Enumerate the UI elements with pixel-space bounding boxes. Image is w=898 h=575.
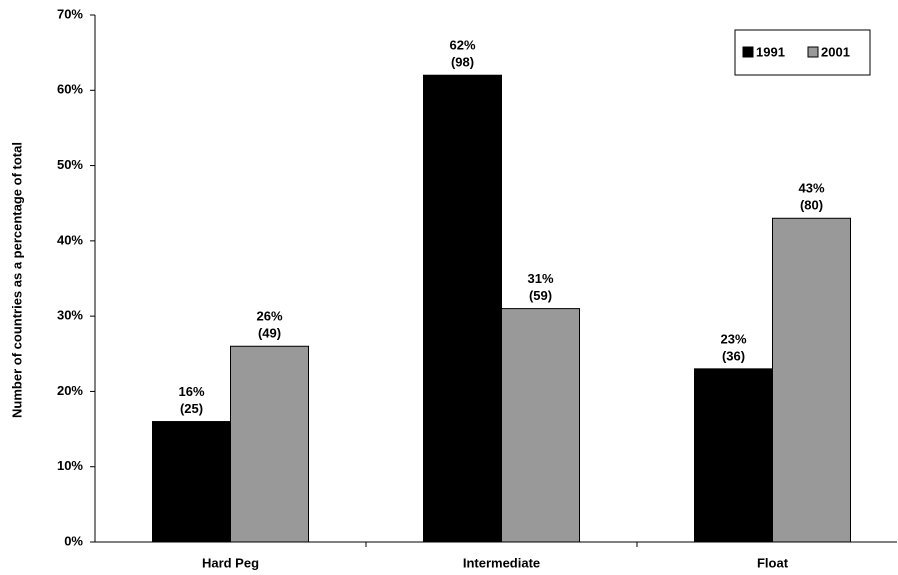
count-label: (59) — [529, 288, 552, 303]
y-tick-label: 30% — [57, 308, 83, 323]
y-axis-title: Number of countries as a percentage of t… — [9, 142, 24, 418]
bar — [772, 217, 851, 543]
x-tick-label: Hard Peg — [202, 555, 259, 570]
y-tick-label: 50% — [57, 157, 83, 172]
x-tick-label: Float — [757, 555, 789, 570]
bar — [152, 421, 231, 543]
count-label: (36) — [722, 348, 745, 363]
value-label: 26% — [256, 309, 282, 324]
bar — [423, 74, 502, 543]
value-label: 43% — [798, 181, 824, 196]
x-tick-label: Intermediate — [463, 555, 540, 570]
value-label: 31% — [527, 271, 553, 286]
legend-label: 1991 — [756, 44, 785, 59]
bar — [501, 308, 580, 543]
bar — [694, 368, 773, 543]
bar — [230, 345, 309, 543]
count-label: (80) — [800, 198, 823, 213]
legend-swatch — [807, 46, 819, 58]
y-tick-label: 10% — [57, 458, 83, 473]
y-tick-label: 40% — [57, 232, 83, 247]
count-label: (98) — [451, 55, 474, 70]
legend-box — [734, 29, 871, 76]
legend-label: 2001 — [821, 44, 850, 59]
value-label: 23% — [720, 331, 746, 346]
value-label: 16% — [178, 384, 204, 399]
y-tick-label: 20% — [57, 383, 83, 398]
y-tick-label: 0% — [64, 533, 83, 548]
y-tick-label: 70% — [57, 6, 83, 21]
count-label: (25) — [180, 401, 203, 416]
count-label: (49) — [258, 326, 281, 341]
y-tick-label: 60% — [57, 82, 83, 97]
legend-swatch — [742, 46, 754, 58]
value-label: 62% — [449, 38, 475, 53]
